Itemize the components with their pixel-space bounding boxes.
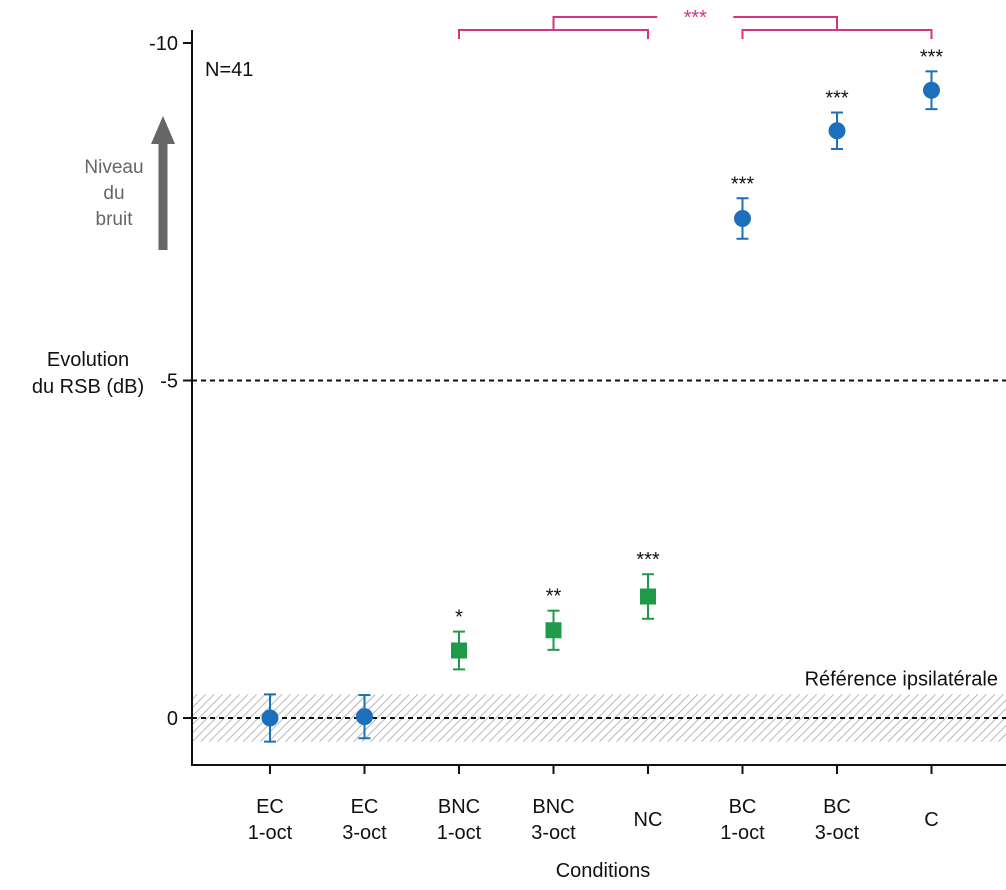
data-point: **: [545, 586, 562, 651]
x-ticks: EC 1-oct EC 3-oct BNC 1-oct BNC 3-oct NC BC 1-oct B…: [248, 765, 939, 844]
significance-label: ***: [920, 46, 944, 68]
noise-label-line-3: bruit: [96, 209, 134, 230]
x-tick-label-line-2: 1-oct: [720, 822, 765, 844]
bracket-right-group: [741, 29, 933, 39]
noise-label-line-1: Niveau: [84, 157, 143, 178]
square-marker: [640, 588, 656, 605]
x-tick-label-line-1: EC: [351, 796, 379, 818]
comparison-significance-label: ***: [684, 7, 708, 29]
data-point: [356, 694, 373, 740]
sample-size-label: N=41: [205, 59, 253, 81]
y-tick-label: 0: [167, 708, 178, 730]
significance-label: ***: [636, 549, 660, 571]
x-axis-label: Conditions: [556, 860, 651, 882]
y-tick-label: -10: [149, 33, 178, 55]
noise-level-arrow: Niveau du bruit: [84, 116, 175, 250]
significance-label: ***: [731, 173, 755, 195]
circle-marker: [734, 210, 751, 227]
data-point: ***: [731, 173, 755, 240]
x-tick-label-line-1: BNC: [438, 796, 480, 818]
data-point: [261, 693, 279, 743]
significance-label: **: [546, 586, 562, 608]
reference-layer: Référence ipsilatérale: [192, 379, 1006, 742]
reference-band-label: Référence ipsilatérale: [805, 668, 998, 690]
bracket-left-group: [458, 29, 649, 39]
x-tick-label-line-2: 1-oct: [437, 822, 482, 844]
data-point: *: [451, 607, 467, 671]
y-axis-label-line-2: du RSB (dB): [32, 376, 144, 398]
square-marker: [451, 642, 467, 659]
y-tick-label: -5: [160, 371, 178, 393]
comparison-bracket: ***: [458, 7, 933, 39]
x-tick-label-line-1: EC: [256, 796, 284, 818]
circle-marker: [828, 122, 846, 140]
square-marker: [545, 622, 562, 639]
y-axis-label-line-1: Evolution: [47, 349, 129, 371]
bracket-top-right: [733, 16, 838, 30]
x-tick-label-line-2: 3-oct: [531, 822, 576, 844]
y-ticks: -10 -5 0: [149, 33, 192, 730]
circle-marker: [356, 708, 373, 726]
significance-label: ***: [825, 88, 849, 110]
x-tick-label-line-1: BC: [729, 796, 757, 818]
circle-marker: [261, 709, 279, 727]
data-point: ***: [825, 88, 849, 150]
data-point: ***: [636, 549, 660, 620]
significance-label: *: [455, 607, 463, 629]
circle-marker: [923, 81, 940, 99]
x-tick-label-line-1: BC: [823, 796, 851, 818]
arrow-head-icon: [151, 116, 175, 144]
data-points: ***************: [261, 46, 944, 743]
bracket-top-left: [552, 16, 658, 30]
x-tick-label: NC: [634, 809, 663, 831]
x-tick-label-line-2: 3-oct: [342, 822, 387, 844]
data-point: ***: [920, 46, 944, 111]
x-tick-label-line-2: 3-oct: [815, 822, 860, 844]
axes: -10 -5 0 EC 1-oct EC 3-oct BNC 1-oct BNC 3-oct NC B…: [149, 30, 1006, 844]
x-tick-label-line-1: BNC: [532, 796, 574, 818]
noise-label-line-2: du: [103, 183, 124, 204]
x-tick-label-line-2: 1-oct: [248, 822, 293, 844]
x-tick-label: C: [924, 809, 938, 831]
